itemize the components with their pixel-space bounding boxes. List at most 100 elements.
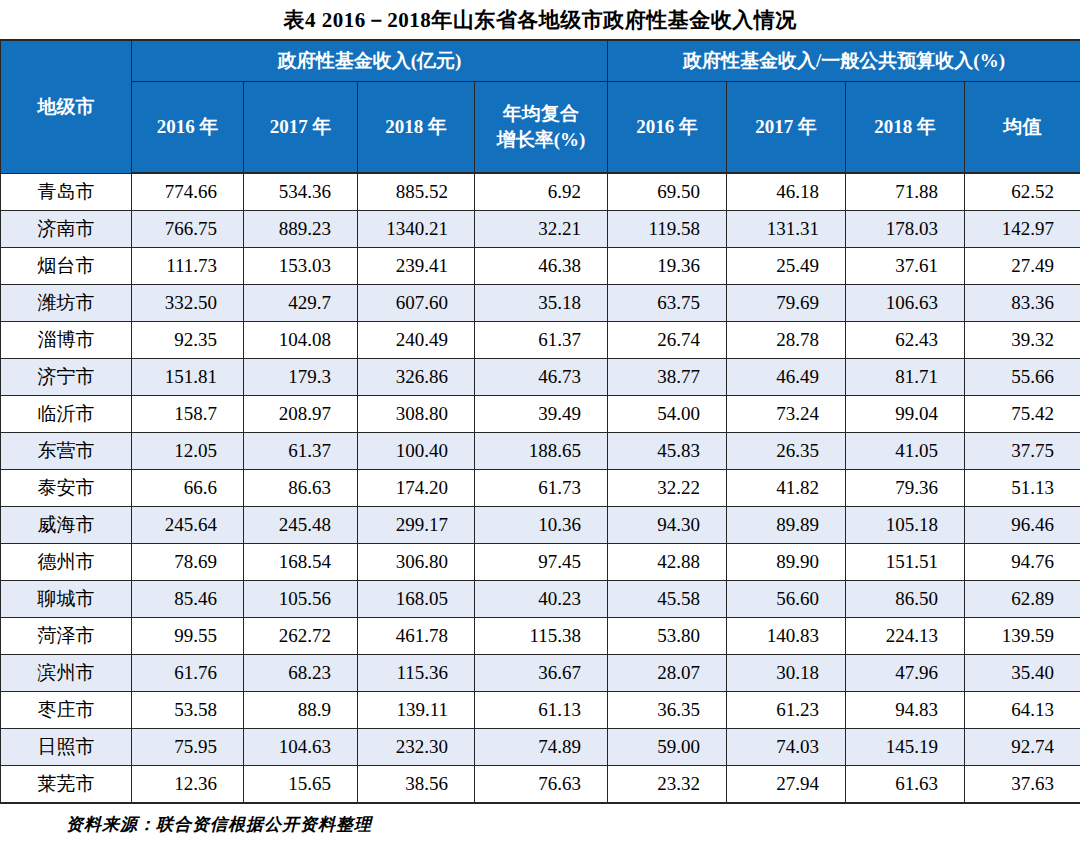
- ratio-2017-cell: 26.35: [727, 433, 846, 470]
- fund-2018-cell: 607.60: [358, 285, 475, 322]
- cagr-cell: 46.38: [475, 248, 608, 285]
- header-cagr: 年均复合 增长率(%): [475, 82, 608, 174]
- city-cell: 潍坊市: [1, 285, 132, 322]
- fund-2018-cell: 306.80: [358, 544, 475, 581]
- fund-2017-cell: 68.23: [244, 655, 358, 692]
- ratio-2016-cell: 38.77: [608, 359, 727, 396]
- fund-2018-cell: 38.56: [358, 766, 475, 804]
- ratio-avg-cell: 35.40: [965, 655, 1080, 692]
- header-ratio-avg: 均值: [965, 82, 1080, 174]
- ratio-2016-cell: 94.30: [608, 507, 727, 544]
- city-cell: 聊城市: [1, 581, 132, 618]
- ratio-2016-cell: 45.58: [608, 581, 727, 618]
- cagr-cell: 61.37: [475, 322, 608, 359]
- ratio-avg-cell: 37.63: [965, 766, 1080, 804]
- fund-2016-cell: 12.36: [132, 766, 244, 804]
- ratio-avg-cell: 55.66: [965, 359, 1080, 396]
- header-fund-2017: 2017 年: [244, 82, 358, 174]
- fund-2018-cell: 174.20: [358, 470, 475, 507]
- city-cell: 青岛市: [1, 173, 132, 211]
- table-body: 青岛市 774.66 534.36 885.52 6.92 69.50 46.1…: [1, 173, 1080, 803]
- table-row: 日照市 75.95 104.63 232.30 74.89 59.00 74.0…: [1, 729, 1080, 766]
- ratio-2016-cell: 59.00: [608, 729, 727, 766]
- fund-2018-cell: 308.80: [358, 396, 475, 433]
- table-row: 枣庄市 53.58 88.9 139.11 61.13 36.35 61.23 …: [1, 692, 1080, 729]
- ratio-2018-cell: 94.83: [846, 692, 965, 729]
- fund-2016-cell: 99.55: [132, 618, 244, 655]
- fund-2016-cell: 53.58: [132, 692, 244, 729]
- fund-2017-cell: 105.56: [244, 581, 358, 618]
- ratio-avg-cell: 37.75: [965, 433, 1080, 470]
- ratio-2016-cell: 19.36: [608, 248, 727, 285]
- table-header: 地级市 政府性基金收入(亿元) 政府性基金收入/一般公共预算收入(%) 2016…: [1, 40, 1080, 173]
- ratio-2018-cell: 178.03: [846, 211, 965, 248]
- cagr-cell: 36.67: [475, 655, 608, 692]
- ratio-2018-cell: 86.50: [846, 581, 965, 618]
- ratio-2016-cell: 42.88: [608, 544, 727, 581]
- ratio-avg-cell: 142.97: [965, 211, 1080, 248]
- fund-2017-cell: 15.65: [244, 766, 358, 804]
- fund-2018-cell: 240.49: [358, 322, 475, 359]
- ratio-2017-cell: 25.49: [727, 248, 846, 285]
- table-row: 滨州市 61.76 68.23 115.36 36.67 28.07 30.18…: [1, 655, 1080, 692]
- fund-2016-cell: 151.81: [132, 359, 244, 396]
- ratio-avg-cell: 96.46: [965, 507, 1080, 544]
- fund-income-table: 地级市 政府性基金收入(亿元) 政府性基金收入/一般公共预算收入(%) 2016…: [0, 39, 1080, 804]
- ratio-avg-cell: 83.36: [965, 285, 1080, 322]
- fund-2017-cell: 88.9: [244, 692, 358, 729]
- fund-2016-cell: 158.7: [132, 396, 244, 433]
- header-ratio-2016: 2016 年: [608, 82, 727, 174]
- ratio-2017-cell: 61.23: [727, 692, 846, 729]
- header-fund-2016: 2016 年: [132, 82, 244, 174]
- fund-2018-cell: 239.41: [358, 248, 475, 285]
- fund-2016-cell: 12.05: [132, 433, 244, 470]
- ratio-2017-cell: 56.60: [727, 581, 846, 618]
- fund-2018-cell: 326.86: [358, 359, 475, 396]
- ratio-2017-cell: 73.24: [727, 396, 846, 433]
- fund-2018-cell: 139.11: [358, 692, 475, 729]
- ratio-avg-cell: 27.49: [965, 248, 1080, 285]
- table-row: 济宁市 151.81 179.3 326.86 46.73 38.77 46.4…: [1, 359, 1080, 396]
- header-ratio-2018: 2018 年: [846, 82, 965, 174]
- city-cell: 滨州市: [1, 655, 132, 692]
- ratio-2017-cell: 89.90: [727, 544, 846, 581]
- header-group-fund-ratio: 政府性基金收入/一般公共预算收入(%): [608, 40, 1080, 82]
- fund-2016-cell: 766.75: [132, 211, 244, 248]
- fund-2016-cell: 61.76: [132, 655, 244, 692]
- header-year-row: 2016 年 2017 年 2018 年 年均复合 增长率(%) 2016 年 …: [1, 82, 1080, 174]
- ratio-2017-cell: 74.03: [727, 729, 846, 766]
- city-cell: 威海市: [1, 507, 132, 544]
- table-row: 青岛市 774.66 534.36 885.52 6.92 69.50 46.1…: [1, 173, 1080, 211]
- city-cell: 烟台市: [1, 248, 132, 285]
- ratio-2016-cell: 119.58: [608, 211, 727, 248]
- report-table-page: 表4 2016－2018年山东省各地级市政府性基金收入情况 地级市 政府性基金收…: [0, 0, 1080, 836]
- ratio-2017-cell: 79.69: [727, 285, 846, 322]
- ratio-2016-cell: 63.75: [608, 285, 727, 322]
- fund-2017-cell: 61.37: [244, 433, 358, 470]
- fund-2016-cell: 111.73: [132, 248, 244, 285]
- city-cell: 泰安市: [1, 470, 132, 507]
- header-cagr-line1: 年均复合: [476, 101, 606, 127]
- ratio-2016-cell: 32.22: [608, 470, 727, 507]
- ratio-2018-cell: 37.61: [846, 248, 965, 285]
- fund-2016-cell: 245.64: [132, 507, 244, 544]
- cagr-cell: 46.73: [475, 359, 608, 396]
- header-cagr-line2: 增长率(%): [476, 127, 606, 153]
- ratio-2017-cell: 89.89: [727, 507, 846, 544]
- ratio-2018-cell: 62.43: [846, 322, 965, 359]
- city-cell: 日照市: [1, 729, 132, 766]
- fund-2017-cell: 208.97: [244, 396, 358, 433]
- table-row: 临沂市 158.7 208.97 308.80 39.49 54.00 73.2…: [1, 396, 1080, 433]
- ratio-2018-cell: 106.63: [846, 285, 965, 322]
- table-row: 威海市 245.64 245.48 299.17 10.36 94.30 89.…: [1, 507, 1080, 544]
- fund-2017-cell: 168.54: [244, 544, 358, 581]
- fund-2017-cell: 429.7: [244, 285, 358, 322]
- cagr-cell: 97.45: [475, 544, 608, 581]
- cagr-cell: 115.38: [475, 618, 608, 655]
- ratio-2017-cell: 131.31: [727, 211, 846, 248]
- fund-2016-cell: 75.95: [132, 729, 244, 766]
- fund-2018-cell: 100.40: [358, 433, 475, 470]
- fund-2017-cell: 179.3: [244, 359, 358, 396]
- header-group-row: 地级市 政府性基金收入(亿元) 政府性基金收入/一般公共预算收入(%): [1, 40, 1080, 82]
- fund-2018-cell: 232.30: [358, 729, 475, 766]
